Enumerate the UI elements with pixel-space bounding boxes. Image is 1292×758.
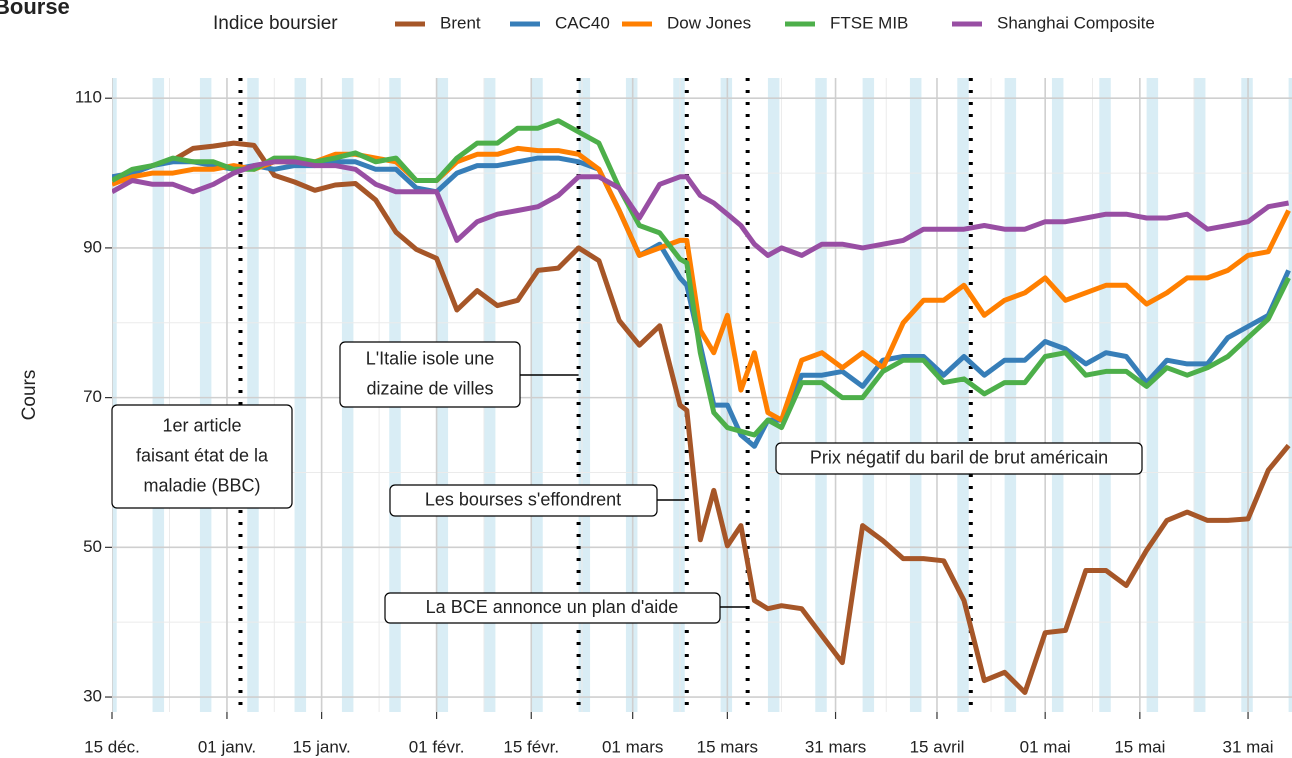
annotation-text: 1er article	[162, 415, 241, 435]
series-line	[112, 140, 1291, 695]
x-tick-label: 15 janv.	[292, 737, 350, 756]
annotation-text: dizaine de villes	[366, 378, 493, 398]
legend-label: Brent	[440, 13, 481, 32]
weekend-band	[152, 78, 165, 712]
weekend-band	[112, 78, 117, 712]
chart-title: Bourse	[0, 0, 70, 19]
annotation-text: Prix négatif du baril de brut américain	[810, 447, 1108, 467]
legend-label: Dow Jones	[667, 13, 751, 32]
weekend-band	[531, 78, 543, 712]
y-tick-label: 30	[83, 687, 102, 706]
legend-label: FTSE MIB	[830, 13, 908, 32]
weekend-band	[199, 78, 212, 712]
y-axis-label: Cours	[19, 370, 40, 421]
x-tick-label: 15 déc.	[84, 737, 140, 756]
x-tick-label: 15 févr.	[503, 737, 559, 756]
y-tick-label: 90	[83, 237, 102, 256]
weekend-band	[1241, 78, 1253, 712]
legend-title: Indice boursier	[213, 13, 338, 34]
weekend-band	[862, 78, 875, 712]
annotation-box	[389, 484, 658, 517]
x-tick-label: 15 mars	[697, 737, 758, 756]
weekend-band	[578, 78, 591, 712]
weekend-band	[957, 78, 969, 712]
x-tick-label: 15 mai	[1114, 737, 1165, 756]
x-tick-label: 01 mars	[602, 737, 663, 756]
legend-label: CAC40	[555, 13, 610, 32]
x-tick-label: 15 avril	[910, 737, 965, 756]
weekend-band	[1051, 78, 1064, 712]
x-tick-label: 01 mai	[1020, 737, 1071, 756]
annotation-box	[775, 442, 1143, 475]
annotation-text: maladie (BBC)	[143, 475, 260, 495]
weekend-band	[1288, 78, 1292, 712]
annotation-text: Les bourses s'effondrent	[425, 489, 621, 509]
y-tick-label: 110	[75, 88, 102, 107]
series-line	[112, 159, 1290, 258]
x-tick-label: 31 mai	[1223, 737, 1274, 756]
legend-label: Shanghai Composite	[997, 13, 1155, 32]
y-tick-label: 70	[83, 387, 102, 406]
weekend-band	[294, 78, 307, 712]
weekend-band	[767, 78, 780, 712]
weekend-band	[720, 78, 733, 712]
x-tick-label: 01 févr.	[409, 737, 465, 756]
annotation-text: La BCE annonce un plan d'aide	[426, 597, 679, 617]
annotation-text: faisant état de la	[136, 445, 269, 465]
weekend-band	[1193, 78, 1206, 712]
overlay: 1er article faisant état de la maladie (BB…	[111, 341, 1143, 624]
x-tick-label: 31 mars	[805, 737, 866, 756]
weekend-band	[247, 78, 259, 712]
annotation-box	[339, 341, 521, 408]
weekend-band	[1004, 78, 1017, 712]
y-tick-label: 50	[83, 537, 102, 556]
series-line	[112, 118, 1291, 438]
annotation-box	[111, 404, 293, 509]
weekend-band	[909, 78, 922, 712]
weekend-band	[625, 78, 638, 712]
weekend-band	[815, 78, 827, 712]
annotation-text: L'Italie isole une	[366, 348, 495, 368]
annotation-box	[384, 592, 721, 624]
weekend-band	[1099, 78, 1111, 712]
x-tick-label: 01 janv.	[198, 737, 256, 756]
weekend-band	[1146, 78, 1159, 712]
